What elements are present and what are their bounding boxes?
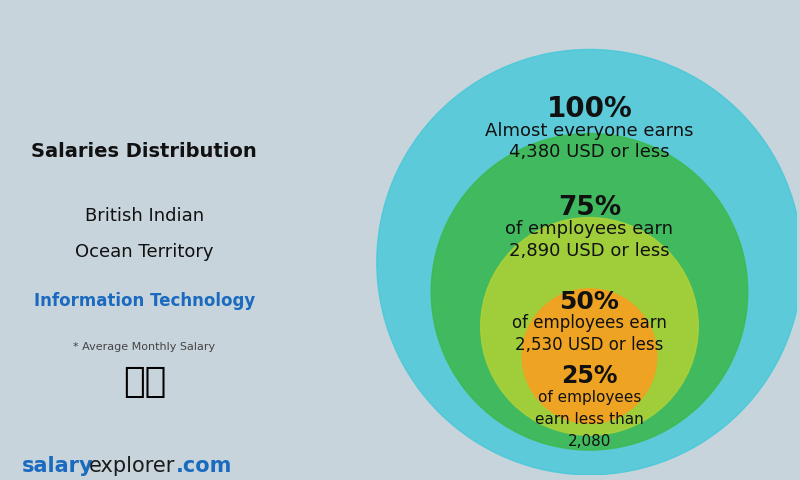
Text: 75%: 75% — [558, 195, 621, 221]
Text: of employees: of employees — [538, 390, 641, 405]
Text: Almost everyone earns: Almost everyone earns — [486, 121, 694, 140]
Text: 2,530 USD or less: 2,530 USD or less — [515, 336, 664, 354]
Text: explorer: explorer — [89, 456, 175, 476]
Text: 2,080: 2,080 — [568, 433, 611, 449]
Text: 25%: 25% — [562, 364, 618, 388]
Text: British Indian: British Indian — [85, 207, 204, 225]
Text: of employees earn: of employees earn — [506, 220, 674, 239]
Text: 2,890 USD or less: 2,890 USD or less — [509, 242, 670, 260]
Text: 100%: 100% — [546, 95, 632, 123]
Circle shape — [522, 289, 657, 423]
Text: Ocean Territory: Ocean Territory — [75, 242, 214, 261]
Text: 4,380 USD or less: 4,380 USD or less — [509, 144, 670, 161]
Circle shape — [431, 133, 748, 450]
Circle shape — [481, 217, 698, 435]
Text: 🇮🇴: 🇮🇴 — [122, 365, 166, 399]
Text: of employees earn: of employees earn — [512, 314, 667, 333]
Text: earn less than: earn less than — [535, 412, 644, 427]
Text: * Average Monthly Salary: * Average Monthly Salary — [74, 342, 215, 351]
Text: salary: salary — [22, 456, 94, 476]
Circle shape — [377, 49, 800, 475]
Text: 50%: 50% — [559, 290, 619, 314]
Text: Information Technology: Information Technology — [34, 292, 255, 311]
Text: .com: .com — [176, 456, 232, 476]
Text: Salaries Distribution: Salaries Distribution — [31, 143, 258, 161]
